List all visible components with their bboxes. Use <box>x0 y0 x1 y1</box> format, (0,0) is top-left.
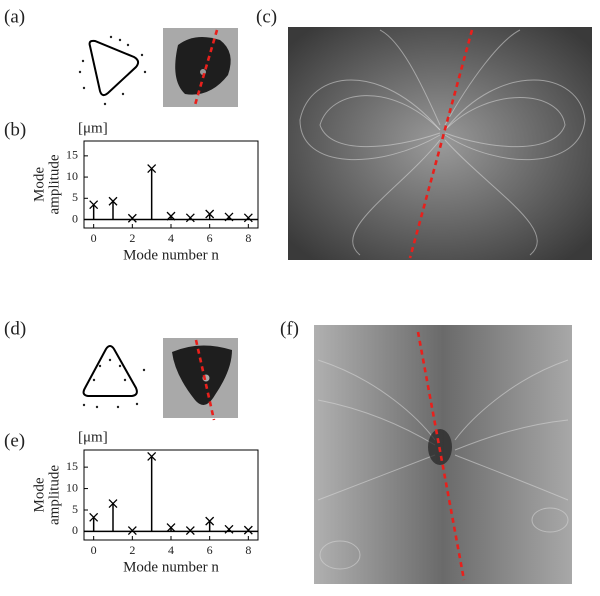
y-axis-label: Mode <box>31 167 47 202</box>
x-tick-label: 2 <box>129 231 135 245</box>
stem-marker <box>147 451 157 461</box>
stem-marker <box>127 213 137 223</box>
x-axis-label: Mode number n <box>123 247 219 263</box>
stem <box>127 213 137 223</box>
x-tick-label: 6 <box>207 231 213 245</box>
y-axis-label: amplitude <box>46 154 62 214</box>
y-tick-label: 10 <box>66 480 78 494</box>
stem <box>147 164 157 220</box>
stem-marker <box>224 524 234 534</box>
stem-marker <box>89 512 99 522</box>
stem <box>89 512 99 532</box>
shape-diagram <box>82 345 146 409</box>
x-tick-label: 0 <box>91 543 97 557</box>
stem-marker <box>108 196 118 206</box>
panel-label: (c) <box>256 6 277 27</box>
photo <box>163 28 238 107</box>
panel-label: (a) <box>4 6 25 27</box>
stem <box>185 213 195 223</box>
y-tick-label: 0 <box>72 211 78 225</box>
stem <box>224 212 234 222</box>
stem <box>89 200 99 220</box>
x-tick-label: 4 <box>168 231 174 245</box>
stem <box>205 516 215 532</box>
stem <box>127 526 137 536</box>
stem <box>243 525 253 535</box>
stem <box>108 499 118 532</box>
stem-marker <box>108 499 118 509</box>
y-axis-label: amplitude <box>46 465 62 525</box>
y-tick-label: 10 <box>66 169 78 183</box>
x-tick-label: 8 <box>245 231 251 245</box>
x-tick-label: 4 <box>168 543 174 557</box>
y-tick-label: 15 <box>66 459 78 473</box>
stem <box>108 196 118 220</box>
panel-label: (f) <box>280 318 299 339</box>
stem-marker <box>243 525 253 535</box>
panel-label: (b) <box>4 119 26 140</box>
stem <box>185 526 195 536</box>
x-axis-label: Mode number n <box>123 559 219 575</box>
stem <box>166 211 176 221</box>
x-tick-label: 2 <box>129 543 135 557</box>
stem-marker <box>185 526 195 536</box>
y-tick-label: 15 <box>66 148 78 162</box>
panel-label: (e) <box>4 430 25 451</box>
x-tick-label: 0 <box>91 231 97 245</box>
stem <box>205 209 215 220</box>
stem-marker <box>166 211 176 221</box>
y-axis-label: Mode <box>31 477 47 512</box>
flow-image <box>288 27 592 260</box>
stem-marker <box>185 213 195 223</box>
stem-marker <box>166 523 176 533</box>
photo <box>163 338 238 421</box>
x-tick-label: 6 <box>207 543 213 557</box>
y-tick-label: 0 <box>72 523 78 537</box>
stem-marker <box>243 213 253 223</box>
stem-marker <box>205 516 215 526</box>
stem-marker <box>205 209 215 219</box>
stem-marker <box>127 526 137 536</box>
stem-marker <box>224 212 234 222</box>
stem-marker <box>89 200 99 210</box>
stem <box>224 524 234 534</box>
stem <box>243 213 253 223</box>
x-tick-label: 8 <box>245 543 251 557</box>
flow-image <box>314 325 572 584</box>
y-tick-label: 5 <box>72 502 78 516</box>
panel-label: (d) <box>4 318 26 339</box>
y-unit: [μm] <box>78 120 108 136</box>
y-tick-label: 5 <box>72 190 78 204</box>
stem-marker <box>147 164 157 174</box>
stem <box>147 451 157 532</box>
stem <box>166 523 176 533</box>
y-unit: [μm] <box>78 429 108 445</box>
shape-diagram <box>78 35 147 106</box>
